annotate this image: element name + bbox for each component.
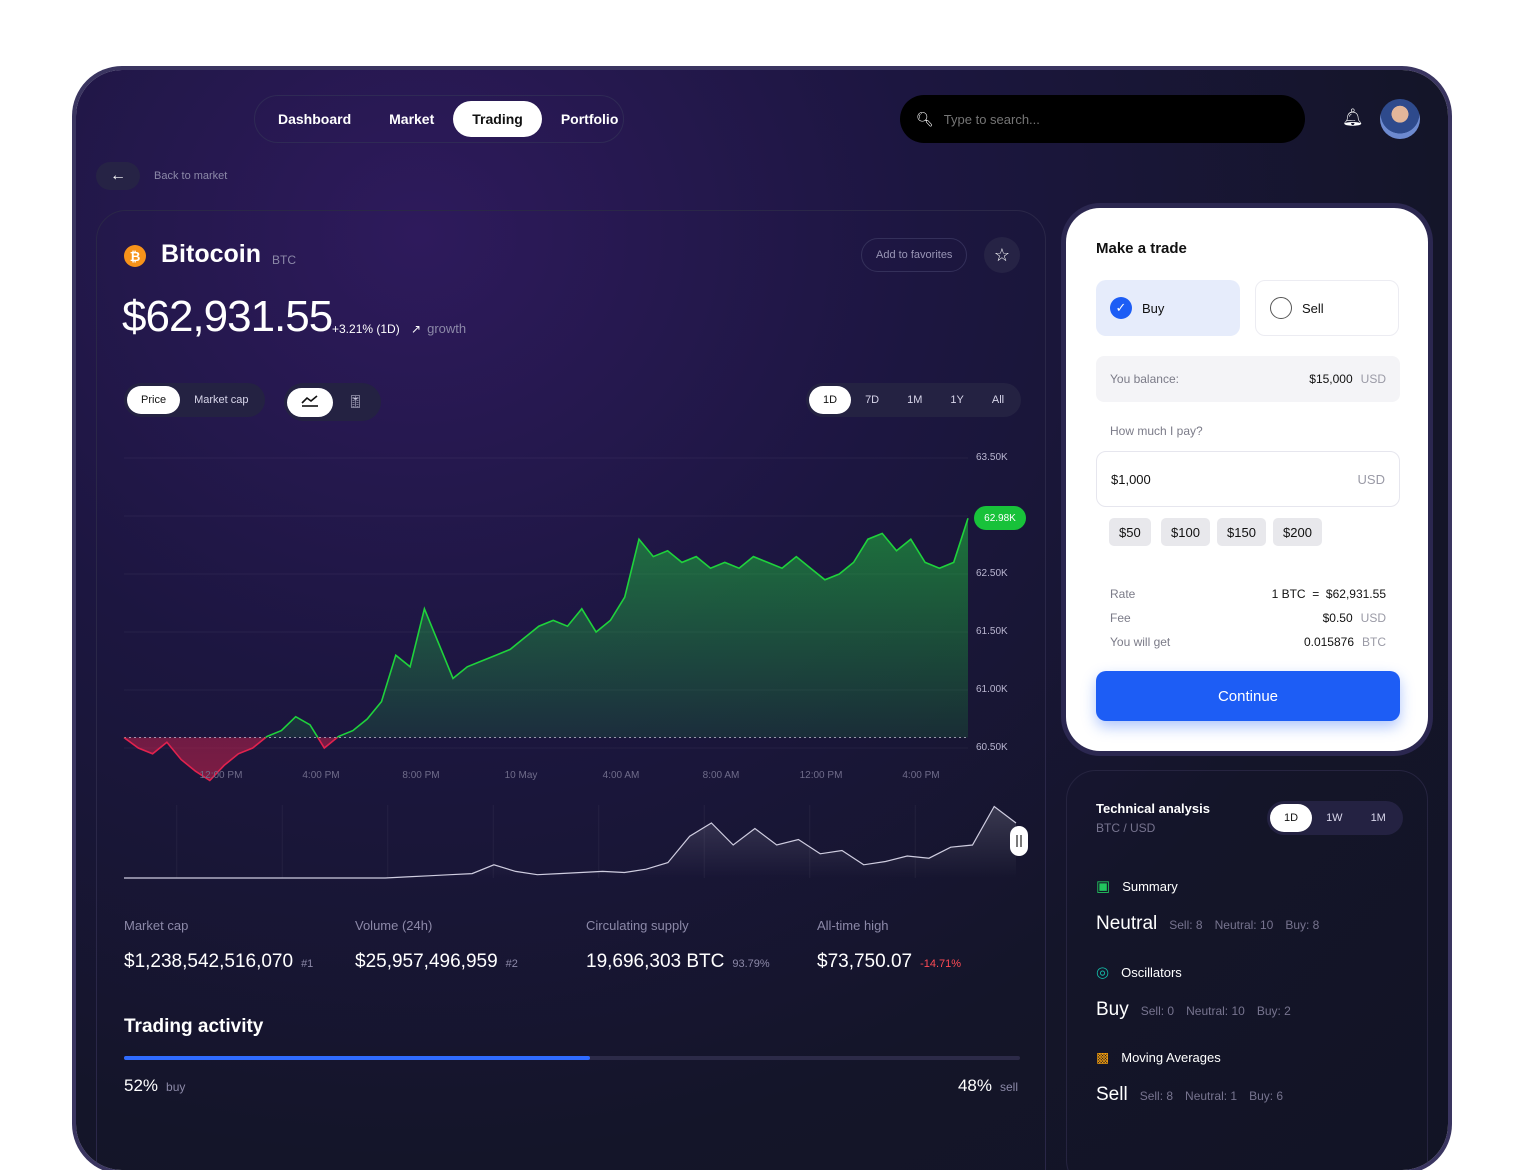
y-tick: 60.50K xyxy=(976,742,1008,753)
chip-200[interactable]: $200 xyxy=(1273,518,1322,546)
x-tick: 4:00 PM xyxy=(902,770,940,781)
period-tabs: 1D 7D 1M 1Y All xyxy=(806,383,1022,417)
chip-150[interactable]: $150 xyxy=(1217,518,1266,546)
app-window: Dashboard Market Trading Portfolio 🔍︎ 🔔︎… xyxy=(76,70,1448,1170)
star-icon[interactable]: ☆ xyxy=(984,237,1020,273)
buy-fill xyxy=(124,1056,590,1060)
chip-100[interactable]: $100 xyxy=(1161,518,1210,546)
tab-market-cap[interactable]: Market cap xyxy=(194,394,249,406)
navigator-area xyxy=(124,806,1016,878)
tech-title: Technical analysis xyxy=(1096,801,1210,816)
chart-type-tabs: Price Market cap xyxy=(124,383,266,417)
chip-50[interactable]: $50 xyxy=(1109,518,1151,546)
nav-portfolio[interactable]: Portfolio xyxy=(560,111,619,127)
tab-price[interactable]: Price xyxy=(127,386,181,414)
period-1m[interactable]: 1M xyxy=(907,394,923,406)
radio-icon xyxy=(1270,297,1292,319)
current-price-badge: 62.98K xyxy=(974,506,1026,530)
stat-supply: Circulating supply 19,696,303 BTC 93.79% xyxy=(586,918,770,972)
search-bar: 🔍︎ xyxy=(900,95,1305,143)
pay-label: How much I pay? xyxy=(1110,424,1203,438)
wallet-icon: ▣ xyxy=(1096,878,1111,895)
handle-grip-icon xyxy=(1016,835,1022,847)
nav-dashboard[interactable]: Dashboard xyxy=(278,111,352,127)
navigator-handle[interactable] xyxy=(1010,826,1028,856)
y-tick: 61.00K xyxy=(976,684,1008,695)
tech-pair: BTC / USD xyxy=(1096,821,1156,835)
price-chart[interactable] xyxy=(76,70,1076,900)
trend-label: growth xyxy=(427,321,467,336)
bar-chart-icon: ▩ xyxy=(1096,1049,1110,1065)
oscillators-section: ◎ Oscillators Buy Sell: 0 Neutral: 10 Buy: 2 xyxy=(1096,964,1291,1020)
y-tick: 63.50K xyxy=(976,452,1008,463)
coin-name: Bitocoin xyxy=(161,240,261,268)
buy-option[interactable]: ✓ Buy xyxy=(1096,280,1240,336)
coin-card xyxy=(96,210,1046,1170)
trade-panel: Make a trade ✓ Buy Sell You balance: $15,0… xyxy=(1066,208,1428,751)
summary-section: ▣ Summary Neutral Sell: 8 Neutral: 10 Buy: 8 xyxy=(1096,878,1320,934)
y-tick: 61.50K xyxy=(976,626,1008,637)
nav-market[interactable]: Market xyxy=(389,111,435,127)
trade-title: Make a trade xyxy=(1096,240,1187,257)
bell-icon[interactable]: 🔔︎ xyxy=(1342,108,1364,127)
line-chart-icon[interactable] xyxy=(287,387,333,417)
buy-percent: 52% buy xyxy=(124,1076,186,1095)
stat-volume: Volume (24h) $25,957,496,959 #2 xyxy=(355,918,518,972)
avatar[interactable] xyxy=(1380,99,1420,139)
arrow-left-icon[interactable]: ← xyxy=(96,162,140,190)
stat-ath: All-time high $73,750.07 -14.71% xyxy=(817,918,962,972)
area-up xyxy=(265,518,968,738)
change-value: +3.21% (1D) xyxy=(332,322,400,336)
back-label[interactable]: Back to market xyxy=(154,170,228,182)
stat-market-cap: Market cap $1,238,542,516,070 #1 xyxy=(124,918,314,972)
fee-row: Fee $0.50 USD xyxy=(1110,611,1386,625)
x-tick: 12:00 PM xyxy=(799,770,843,781)
search-icon: 🔍︎ xyxy=(916,110,934,127)
search-input[interactable] xyxy=(943,111,1284,127)
main-nav: Dashboard Market Trading Portfolio xyxy=(254,95,624,143)
coin-price: $62,931.55 xyxy=(122,292,333,341)
area-down xyxy=(124,737,968,781)
price-change: +3.21% (1D) ↗ growth xyxy=(332,321,466,336)
sell-percent: 48% sell xyxy=(957,1076,1018,1095)
price-line-up xyxy=(124,518,969,738)
sell-option[interactable]: Sell xyxy=(1255,280,1399,336)
indicators-icon[interactable]: 🎚︎ xyxy=(347,394,364,409)
period-1d[interactable]: 1D xyxy=(809,386,852,414)
oscillator-icon: ◎ xyxy=(1096,964,1110,981)
arrow-up-right-icon: ↗ xyxy=(411,322,422,336)
check-icon: ✓ xyxy=(1110,297,1132,319)
x-tick: 8:00 PM xyxy=(402,770,440,781)
continue-button[interactable]: Continue xyxy=(1096,671,1400,721)
back-to-market[interactable]: ← Back to market xyxy=(96,162,227,190)
coin-ticker: BTC xyxy=(272,253,296,267)
tech-period-1m[interactable]: 1M xyxy=(1370,812,1386,824)
tech-period-1w[interactable]: 1W xyxy=(1326,812,1343,824)
x-tick: 8:00 AM xyxy=(702,770,740,781)
technical-analysis-panel: Technical analysis BTC / USD 1D 1W 1M ▣ S… xyxy=(1066,770,1428,1170)
x-tick: 4:00 AM xyxy=(602,770,640,781)
tech-period-1d[interactable]: 1D xyxy=(1270,804,1313,832)
y-tick: 62.50K xyxy=(976,568,1008,579)
amount-input[interactable]: $1,000 USD xyxy=(1096,451,1400,507)
bitcoin-icon: ₿ xyxy=(124,245,146,267)
period-7d[interactable]: 7D xyxy=(865,394,880,406)
period-all[interactable]: All xyxy=(991,394,1005,406)
rate-row: Rate 1 BTC = $62,931.55 xyxy=(1110,587,1386,601)
x-tick: 4:00 PM xyxy=(302,770,340,781)
add-to-favorites-button[interactable]: Add to favorites xyxy=(861,238,968,272)
period-1y[interactable]: 1Y xyxy=(950,394,964,406)
price-line-down xyxy=(123,737,339,782)
moving-averages-section: ▩ Moving Averages Sell Sell: 8 Neutral: 1 Bu… xyxy=(1096,1049,1284,1105)
get-row: You will get 0.015876 BTC xyxy=(1110,635,1386,649)
navigator-line xyxy=(124,805,1017,879)
nav-trading[interactable]: Trading xyxy=(453,101,542,137)
trading-activity-title: Trading activity xyxy=(124,1016,264,1037)
x-tick: 10 May xyxy=(504,770,538,781)
balance-row: You balance: $15,000 USD xyxy=(1096,356,1400,402)
chart-style-tabs: 🎚︎ xyxy=(284,383,381,421)
activity-bar xyxy=(124,1056,1020,1060)
tech-period-tabs: 1D 1W 1M xyxy=(1267,801,1403,835)
x-tick: 12:00 PM xyxy=(199,770,243,781)
